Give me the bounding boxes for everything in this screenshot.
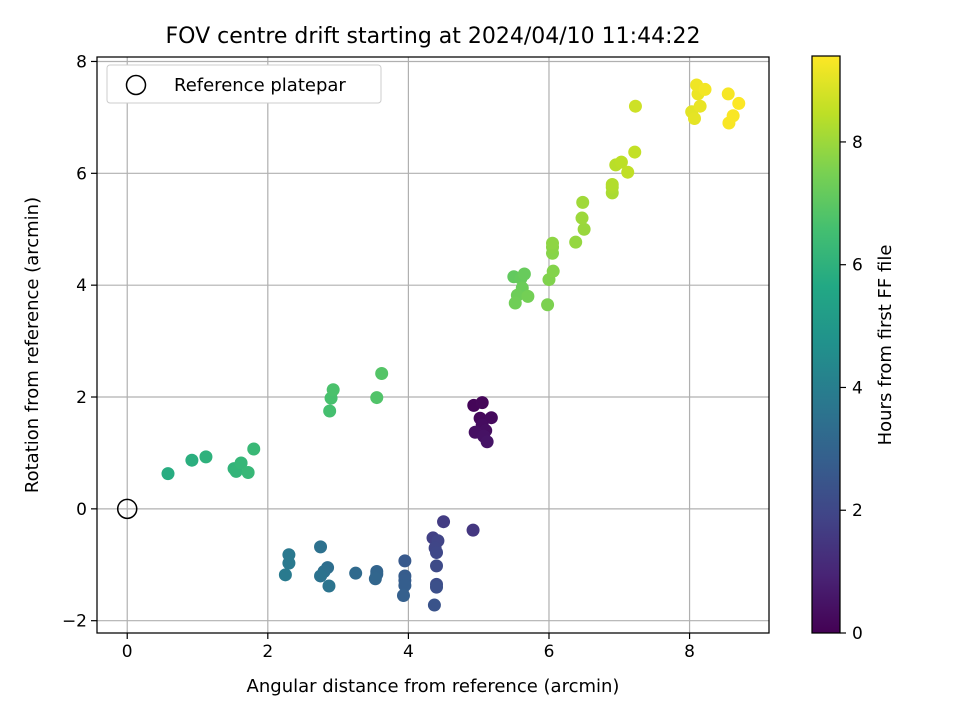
data-point — [375, 367, 389, 381]
chart-title: FOV centre drift starting at 2024/04/10 … — [166, 24, 701, 49]
data-point — [370, 391, 384, 405]
data-point — [605, 178, 619, 192]
colorbar: 0 2 4 6 8 Hours from first FF file — [811, 55, 896, 644]
data-point — [368, 572, 382, 586]
data-point — [517, 267, 531, 281]
data-point — [314, 540, 328, 554]
data-point — [687, 112, 701, 126]
data-point — [241, 466, 255, 480]
data-point — [161, 467, 175, 481]
data-point — [398, 554, 412, 568]
data-point — [314, 569, 328, 583]
data-point — [569, 235, 583, 249]
data-point — [628, 145, 642, 159]
y-tick-label: 0 — [76, 500, 87, 520]
reference-platepar-marker — [116, 498, 138, 520]
data-point — [326, 383, 340, 397]
data-point — [427, 598, 441, 612]
data-point — [322, 579, 336, 593]
colorbar-label: Hours from first FF file — [875, 245, 896, 446]
data-point — [726, 109, 740, 123]
data-point — [234, 456, 248, 470]
y-tick-label: 6 — [76, 164, 87, 184]
data-point — [349, 566, 363, 580]
y-tick-label: 4 — [76, 276, 87, 296]
data-point — [693, 99, 707, 113]
data-point — [698, 82, 712, 96]
data-point — [621, 165, 635, 179]
data-point — [541, 298, 555, 312]
data-point — [521, 289, 535, 303]
colorbar-tick-label: 8 — [852, 133, 863, 153]
legend: Reference platepar — [106, 64, 382, 104]
data-point — [577, 222, 591, 236]
y-tick-label: 8 — [76, 52, 87, 72]
data-point — [466, 523, 480, 537]
x-tick-label: 6 — [544, 642, 555, 662]
data-point — [430, 559, 444, 573]
y-tick-label: −2 — [62, 612, 87, 632]
legend-frame — [106, 64, 382, 104]
data-point — [545, 236, 559, 250]
x-tick-label: 8 — [684, 642, 695, 662]
data-point — [396, 589, 410, 603]
x-tick-label: 4 — [403, 642, 414, 662]
data-point — [546, 264, 560, 278]
colorbar-tick-label: 0 — [852, 624, 863, 644]
data-point — [721, 87, 735, 101]
plot-area-frame — [96, 56, 770, 634]
colorbar-gradient — [811, 55, 841, 634]
data-point — [278, 568, 292, 582]
data-point — [437, 515, 451, 529]
data-point — [480, 435, 494, 449]
data-point — [576, 195, 590, 209]
x-axis-label: Angular distance from reference (arcmin) — [247, 676, 620, 697]
data-point — [484, 411, 498, 425]
x-tick-label: 2 — [262, 642, 273, 662]
y-axis-label: Rotation from reference (arcmin) — [22, 197, 43, 493]
data-point — [430, 545, 444, 559]
legend-reference-marker — [125, 74, 147, 96]
data-point — [508, 296, 522, 310]
data-point — [199, 450, 213, 464]
data-point — [628, 99, 642, 113]
data-point — [430, 580, 444, 594]
data-point — [732, 96, 746, 110]
axis-ticks: 0 2 4 6 8 −2 0 2 4 6 8 — [62, 52, 695, 662]
x-tick-label: 0 — [122, 642, 133, 662]
colorbar-tick-label: 6 — [852, 256, 863, 276]
grid — [97, 57, 769, 633]
data-point — [475, 396, 489, 410]
legend-entry-label: Reference platepar — [174, 75, 346, 96]
data-point — [247, 442, 261, 456]
data-point — [323, 404, 337, 418]
colorbar-tick-label: 2 — [852, 501, 863, 521]
colorbar-tick-label: 4 — [852, 378, 863, 398]
data-point — [575, 211, 589, 225]
data-point — [282, 556, 296, 570]
data-point — [614, 155, 628, 169]
data-point — [398, 578, 412, 592]
y-tick-label: 2 — [76, 388, 87, 408]
data-point — [185, 453, 199, 467]
colorbar-ticks: 0 2 4 6 8 — [840, 133, 863, 644]
data-points — [116, 78, 746, 612]
